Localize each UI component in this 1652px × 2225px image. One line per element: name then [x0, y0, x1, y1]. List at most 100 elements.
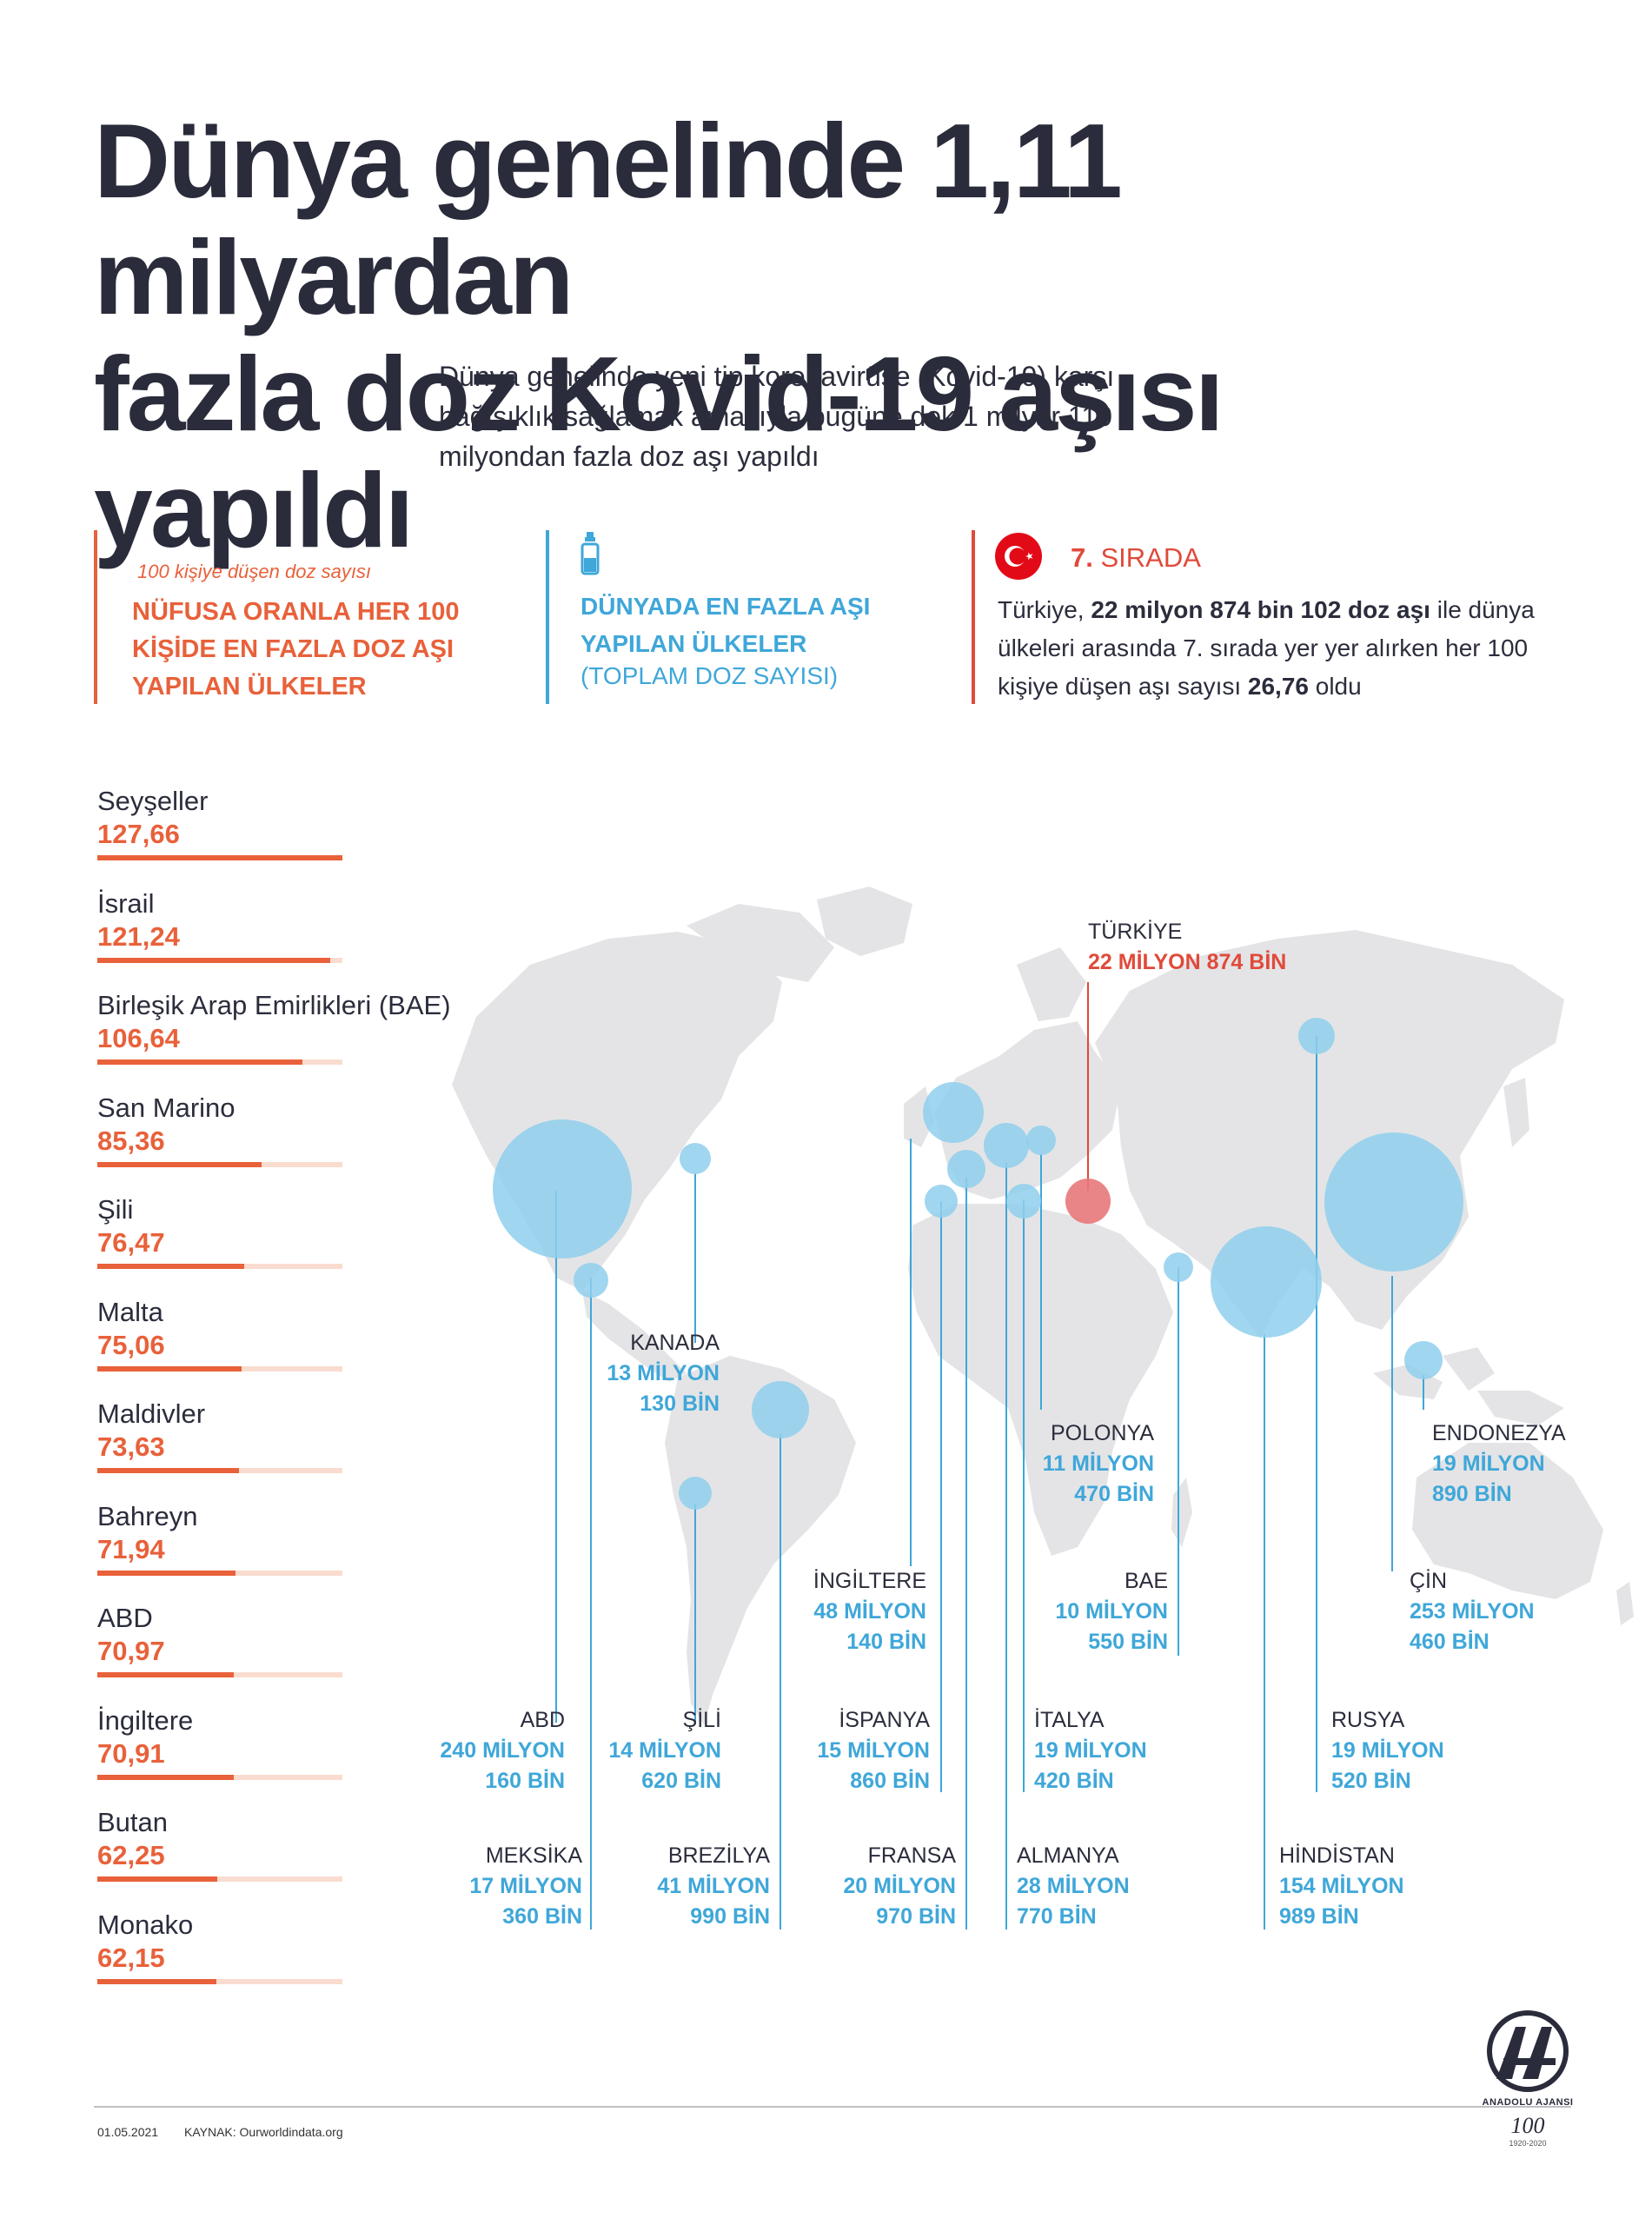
page-title: Dünya genelinde 1,11 milyardan fazla doz…	[94, 103, 1571, 568]
label-value-1: 253 MİLYON	[1410, 1599, 1535, 1624]
ranking-bar	[97, 1365, 242, 1372]
endonezya-bubble	[1404, 1341, 1443, 1379]
ranking-row: Seyşeller 127,66	[97, 786, 358, 860]
rusya-bubble	[1298, 1018, 1335, 1054]
ranking-country: Maldivler	[97, 1398, 206, 1429]
ranking-value: 76,47	[97, 1227, 165, 1258]
footer-divider	[94, 2106, 1571, 2108]
ranking-country: ABD	[97, 1603, 153, 1633]
ranking-row: Butan 62,25	[97, 1807, 358, 1882]
label-country: HİNDİSTAN	[1279, 1843, 1395, 1868]
label-sili: ŞİLİ 14 MİLYON 620 BİN	[521, 1705, 721, 1797]
label-value-2: 990 BİN	[690, 1904, 770, 1929]
label-value-2: 420 BİN	[1034, 1769, 1114, 1793]
sili-bubble	[679, 1477, 712, 1510]
label-country: ALMANYA	[1017, 1843, 1119, 1868]
label-abd: ABD 240 MİLYON 160 BİN	[365, 1705, 565, 1797]
ranking-row: Bahreyn 71,94	[97, 1501, 358, 1576]
per-capita-note: 100 kişiye düşen doz sayısı	[137, 561, 372, 582]
ranking-value: 106,64	[97, 1023, 180, 1053]
ranking-row: Şili 76,47	[97, 1194, 358, 1269]
map-bubbles	[493, 1018, 1463, 1510]
ranking-bar-track	[97, 1468, 342, 1473]
meksika-bubble	[574, 1263, 608, 1298]
ranking-country: Şili	[97, 1194, 134, 1225]
label-value-1: 154 MİLYON	[1279, 1874, 1404, 1898]
ranking-bar	[97, 1570, 236, 1576]
ranking-bar	[97, 1264, 244, 1269]
polonya-bubble	[1026, 1126, 1056, 1155]
ranking-bar-track	[97, 957, 342, 963]
turkey-rank: 7. SIRADA	[1071, 542, 1201, 574]
label-value-2: 140 BİN	[846, 1630, 926, 1654]
turkey-summary: Türkiye, 22 milyon 874 bin 102 doz aşı i…	[998, 591, 1589, 706]
label-value-2: 160 BİN	[485, 1769, 565, 1793]
label-value-2: 890 BİN	[1432, 1482, 1512, 1506]
label-value-2: 970 BİN	[876, 1904, 956, 1929]
ranking-bar	[97, 855, 342, 860]
aa-logo-icon: ANADOLU AJANSI 100 1920-2020	[1477, 2009, 1578, 2157]
ranking-value: 73,63	[97, 1431, 165, 1462]
turkey-text-c: ile dünya ülkeleri arasında 7. sırada ye…	[998, 596, 1535, 700]
label-polonya: POLONYA 11 MİLYON 470 BİN	[956, 1418, 1154, 1510]
ranking-bar	[97, 1059, 302, 1065]
label-country: RUSYA	[1331, 1708, 1405, 1732]
turkiye-bubble	[1065, 1179, 1111, 1224]
turkey-rank-word: SIRADA	[1100, 542, 1201, 573]
ranking-bar-track	[97, 855, 342, 860]
label-value-2: 470 BİN	[1074, 1482, 1154, 1506]
label-value-1: 13 MİLYON	[607, 1361, 720, 1385]
footer-source: KAYNAK: Ourworldindata.org	[184, 2125, 343, 2139]
label-almanya: ALMANYA 28 MİLYON 770 BİN	[1017, 1841, 1130, 1932]
ranking-bar	[97, 1774, 234, 1780]
ranking-bar-track	[97, 1774, 342, 1780]
ranking-value: 121,24	[97, 920, 180, 952]
label-value-2: 460 BİN	[1410, 1630, 1489, 1654]
ranking-country: Monako	[97, 1909, 194, 1940]
label-value-2: 860 BİN	[850, 1769, 930, 1793]
bae-bubble	[1164, 1252, 1193, 1282]
label-italya: İTALYA 19 MİLYON 420 BİN	[1034, 1705, 1147, 1797]
turkey-per-100: 26,76	[1247, 673, 1309, 700]
ranking-bar	[97, 1161, 262, 1167]
per-capita-heading: NÜFUSA ORANLA HER 100 KİŞİDE EN FAZLA DO…	[132, 598, 460, 701]
ranking-value: 85,36	[97, 1125, 165, 1156]
turkey-flag-icon	[995, 533, 1042, 580]
label-value-1: 19 MİLYON	[1034, 1738, 1147, 1763]
label-value-1: 10 MİLYON	[1055, 1599, 1168, 1624]
subtitle: Dünya genelinde yeni tip koronavirüse (K…	[439, 361, 1115, 472]
label-bae: BAE 10 MİLYON 550 BİN	[970, 1566, 1168, 1657]
ranking-country: İngiltere	[97, 1704, 194, 1736]
ranking-row: İsrail 121,24	[97, 888, 358, 963]
label-value-2: 130 BİN	[640, 1391, 720, 1416]
label-value-1: 240 MİLYON	[440, 1738, 565, 1763]
ranking-bar-track	[97, 1365, 342, 1372]
aa-logo-year-number: 100	[1510, 2113, 1545, 2138]
label-value-2: 360 BİN	[502, 1904, 582, 1929]
label-value-1: 41 MİLYON	[657, 1874, 770, 1898]
label-value-1: 19 MİLYON	[1432, 1451, 1545, 1476]
label-country: İNGİLTERE	[813, 1569, 926, 1593]
label-value-2: 770 BİN	[1017, 1904, 1097, 1929]
label-fransa: FRANSA 20 MİLYON 970 BİN	[756, 1841, 956, 1932]
label-cin: ÇİN 253 MİLYON 460 BİN	[1410, 1566, 1535, 1657]
label-country: BAE	[1124, 1569, 1168, 1593]
title-line-3: yapıldı	[94, 451, 414, 569]
ranking-value: 71,94	[97, 1533, 165, 1564]
vaccine-vial-icon	[581, 532, 600, 575]
label-country: İSPANYA	[839, 1708, 930, 1732]
label-value-1: 11 MİLYON	[1042, 1451, 1154, 1476]
label-value-1: 48 MİLYON	[813, 1599, 926, 1624]
ranking-row: Malta 75,06	[97, 1297, 358, 1372]
hindistan-bubble	[1211, 1226, 1322, 1338]
ranking-bar	[97, 1876, 217, 1882]
ranking-bar	[97, 1672, 234, 1677]
cin-bubble	[1324, 1132, 1463, 1272]
label-country: ENDONEZYA	[1432, 1421, 1566, 1445]
ranking-value: 75,06	[97, 1329, 165, 1360]
ranking-value: 70,97	[97, 1636, 165, 1666]
turkey-text-e: oldu	[1308, 673, 1362, 700]
ranking-row: ABD 70,97	[97, 1603, 358, 1677]
label-endonezya: ENDONEZYA 19 MİLYON 890 BİN	[1432, 1418, 1566, 1510]
